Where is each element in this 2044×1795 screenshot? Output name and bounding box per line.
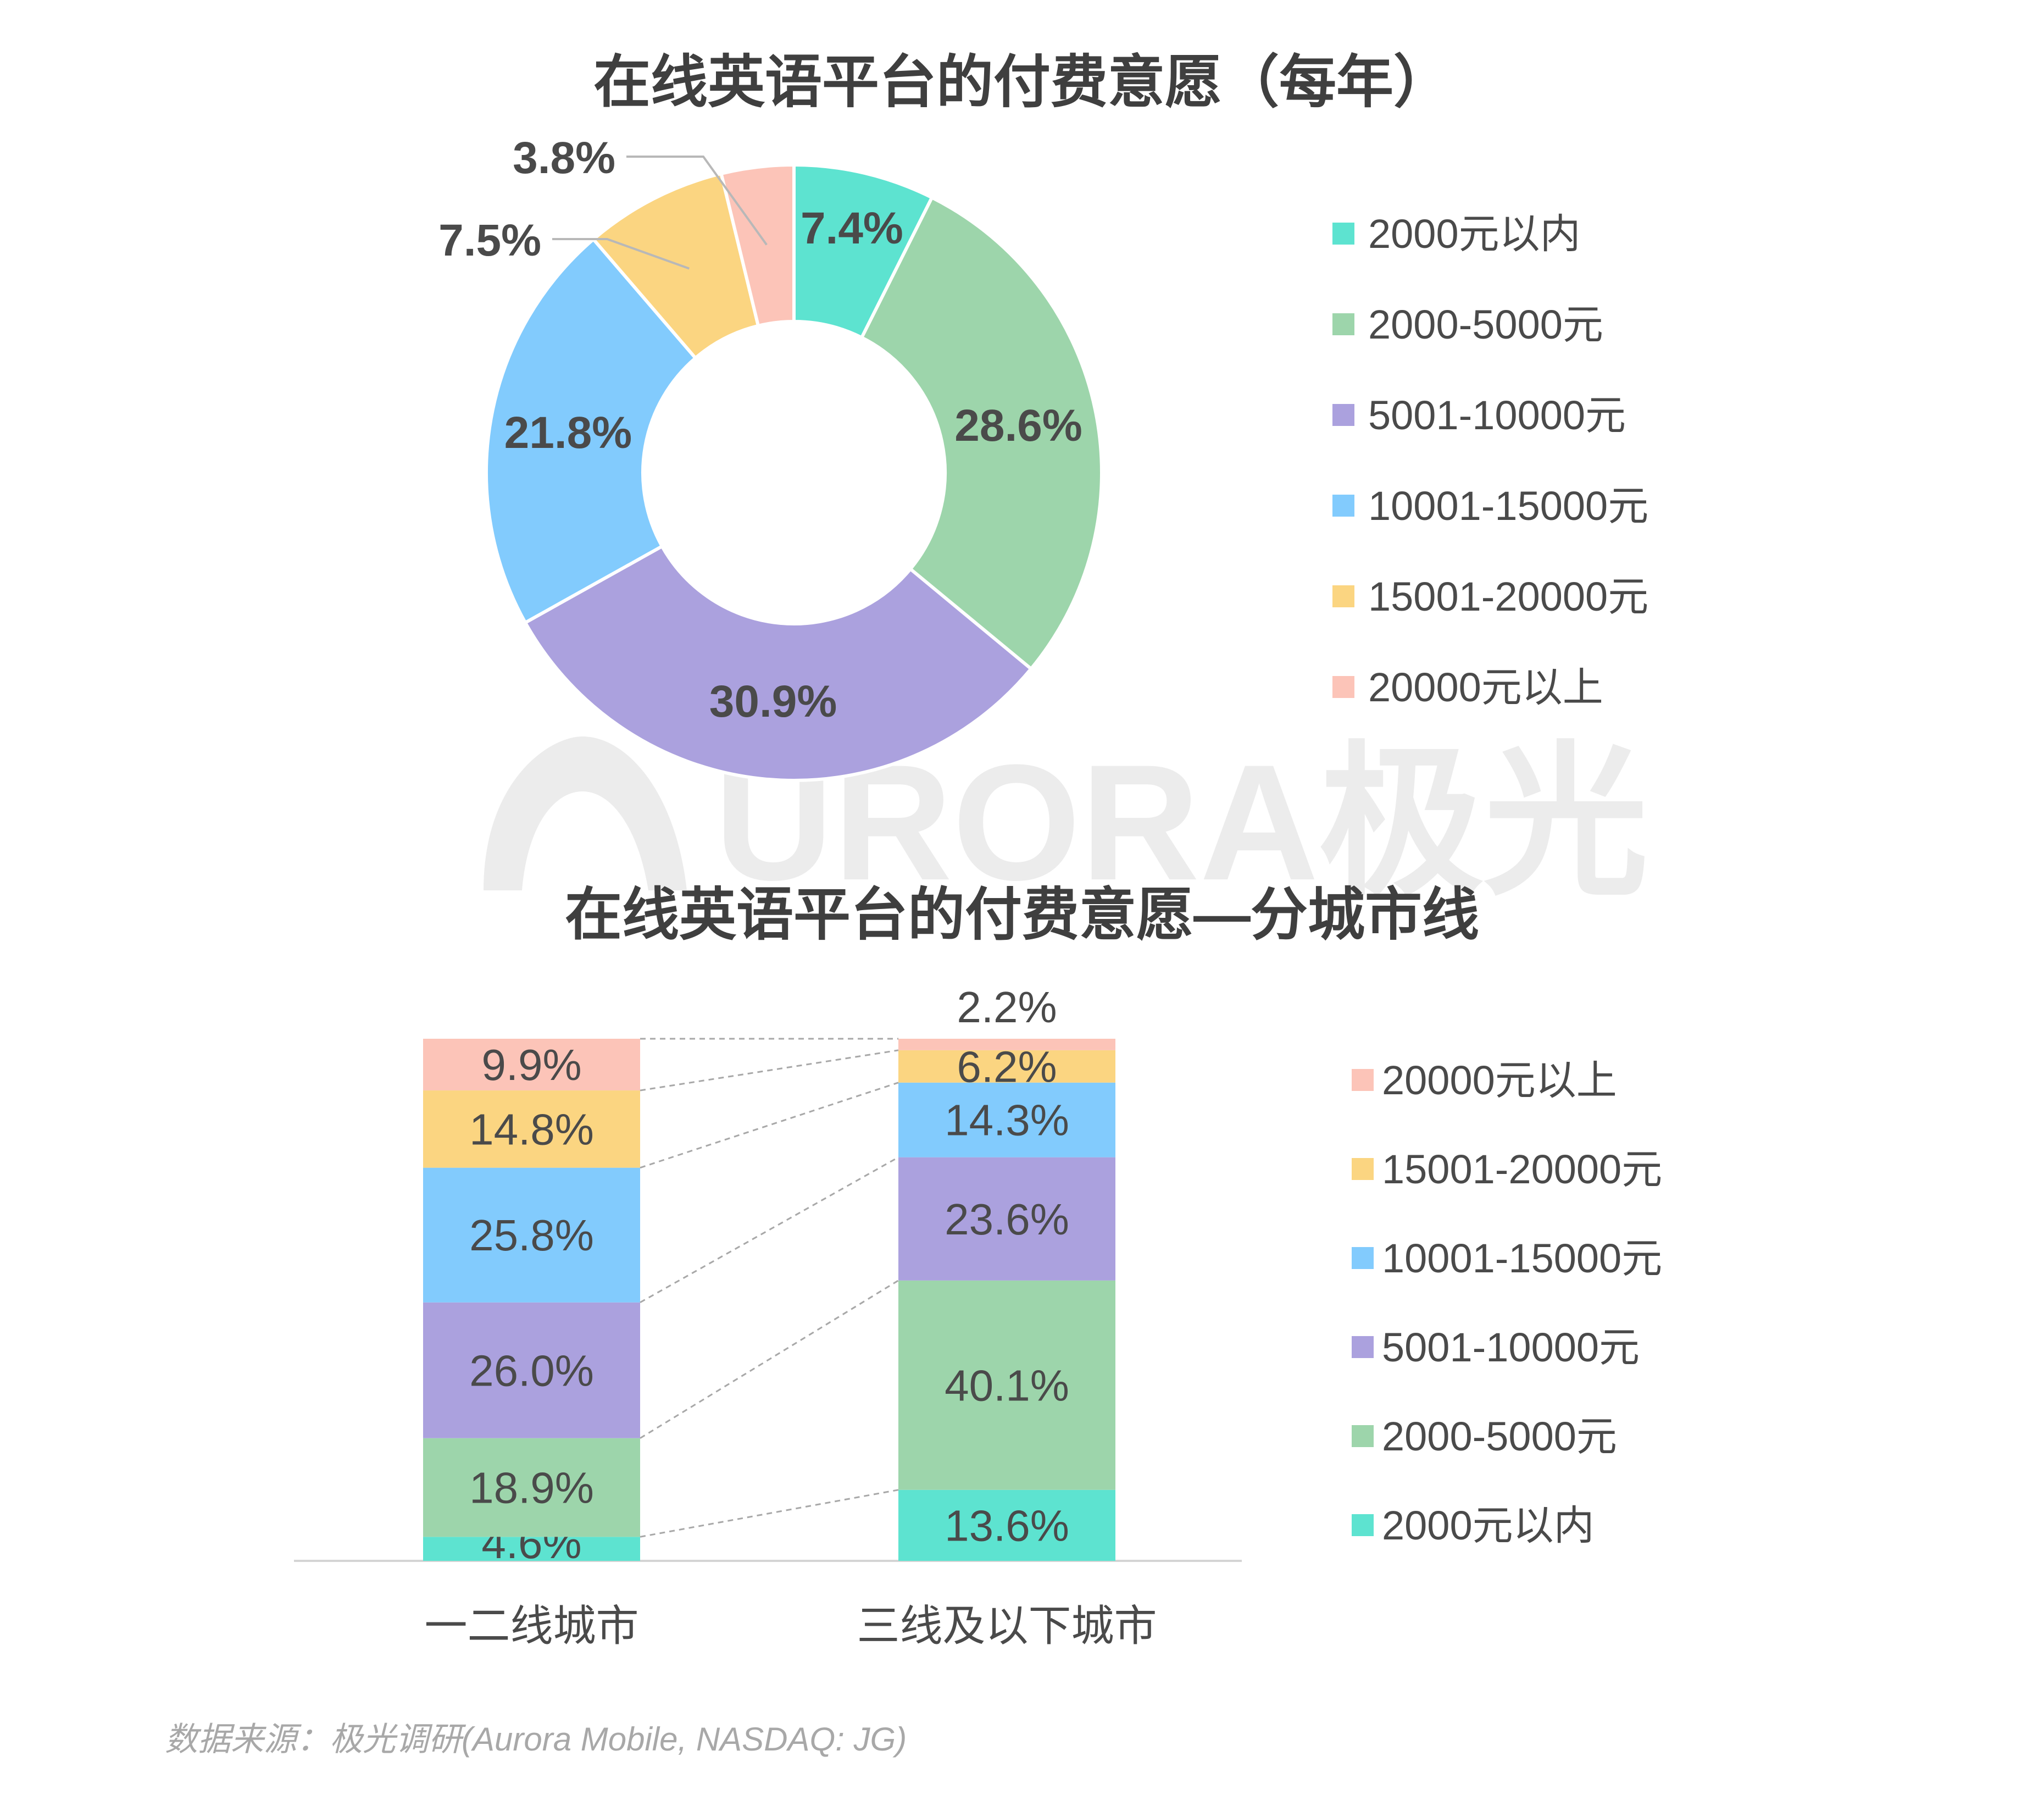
bar-segment [898, 1157, 1115, 1281]
connector-line [640, 1082, 899, 1169]
legend-swatch [1332, 585, 1354, 607]
donut-data-label: 28.6% [954, 401, 1082, 451]
donut-slice [523, 544, 1034, 782]
x-category-label: 一二线城市 [424, 1602, 638, 1650]
legend-label: 2000元以内 [1382, 1503, 1595, 1548]
legend-label: 2000元以内 [1368, 211, 1581, 257]
legend-swatch [1352, 1158, 1374, 1180]
bar-data-label: 26.0% [469, 1346, 594, 1395]
bar-data-label: 40.1% [945, 1361, 1069, 1410]
leader-line [552, 238, 690, 270]
bar-chart-title: 在线英语平台的付费意愿—分城市线 [565, 883, 1479, 947]
donut-chart: 7.4% 28.6% 30.9% 21.8% 7.5% 3.8% [438, 133, 1104, 782]
legend-label: 20000元以上 [1382, 1057, 1617, 1103]
legend-swatch [1352, 1247, 1374, 1269]
x-category-label: 三线及以下城市 [857, 1602, 1157, 1650]
legend-swatch [1352, 1336, 1374, 1358]
donut-data-label: 7.5% [438, 215, 541, 265]
donut-data-label: 21.8% [504, 408, 632, 458]
legend-label: 5001-10000元 [1368, 392, 1626, 438]
leader-line [626, 156, 768, 246]
bar-segment [423, 1167, 640, 1303]
legend-swatch [1332, 313, 1354, 335]
donut-data-label: 7.4% [801, 203, 903, 253]
bar-data-label: 25.8% [469, 1211, 594, 1260]
bar-legend: 20000元以上 15001-20000元 10001-15000元 5001-100… [1352, 1057, 1662, 1548]
legend-label: 15001-20000元 [1382, 1146, 1662, 1192]
bar-segment [898, 1082, 1115, 1157]
source-note: 数据来源：极光调研(Aurora Mobile, NASDAQ: JG) [165, 1721, 907, 1758]
connector-line [640, 1156, 899, 1304]
bar-data-label: 14.8% [469, 1105, 594, 1154]
bar-data-label: 23.6% [945, 1195, 1069, 1244]
bar-data-label: 6.2% [957, 1042, 1057, 1091]
legend-label: 10001-15000元 [1368, 483, 1648, 529]
bar-data-label: 9.9% [481, 1040, 581, 1089]
aurora-logo-icon [484, 736, 687, 890]
bar-segment [423, 1438, 640, 1537]
donut-data-label: 30.9% [709, 677, 837, 727]
legend-label: 5001-10000元 [1382, 1325, 1640, 1370]
bar-data-label: 14.3% [945, 1096, 1069, 1145]
legend-swatch [1352, 1514, 1374, 1536]
legend-swatch [1332, 223, 1354, 245]
legend-swatch [1332, 676, 1354, 698]
donut-slice [485, 237, 698, 625]
bar-data-label: 2.2% [957, 983, 1057, 1032]
donut-legend: 2000元以内 2000-5000元 5001-10000元 10001-15000元… [1332, 211, 1648, 710]
bar-segment [423, 1039, 640, 1091]
legend-label: 20000元以上 [1368, 664, 1603, 710]
bar-segment [898, 1489, 1115, 1561]
bar-segment [898, 1050, 1115, 1083]
donut-data-label: 3.8% [513, 133, 615, 183]
bar-data-label: 18.9% [469, 1464, 594, 1513]
legend-label: 15001-20000元 [1368, 574, 1648, 619]
stacked-bar-chart: 4.6%18.9%26.0%25.8%14.8%9.9%一二线城市13.6%40… [294, 983, 1242, 1650]
connector-line [640, 1489, 899, 1538]
bar-segment [898, 1039, 1115, 1050]
bar-segment [423, 1537, 640, 1561]
connector-line [640, 1279, 899, 1439]
legend-swatch [1332, 495, 1354, 517]
bar-segment [898, 1280, 1115, 1490]
bar-data-label: 13.6% [945, 1501, 1069, 1550]
legend-swatch [1352, 1069, 1374, 1091]
bar-segment [423, 1090, 640, 1168]
legend-swatch [1352, 1425, 1374, 1447]
legend-label: 2000-5000元 [1368, 302, 1603, 347]
legend-label: 10001-15000元 [1382, 1236, 1662, 1281]
legend-swatch [1332, 404, 1354, 426]
legend-label: 2000-5000元 [1382, 1414, 1617, 1459]
connector-line [640, 1049, 899, 1092]
bar-segment [423, 1302, 640, 1438]
donut-chart-title: 在线英语平台的付费意愿（每年） [593, 51, 1451, 114]
donut-slice [859, 195, 1104, 672]
